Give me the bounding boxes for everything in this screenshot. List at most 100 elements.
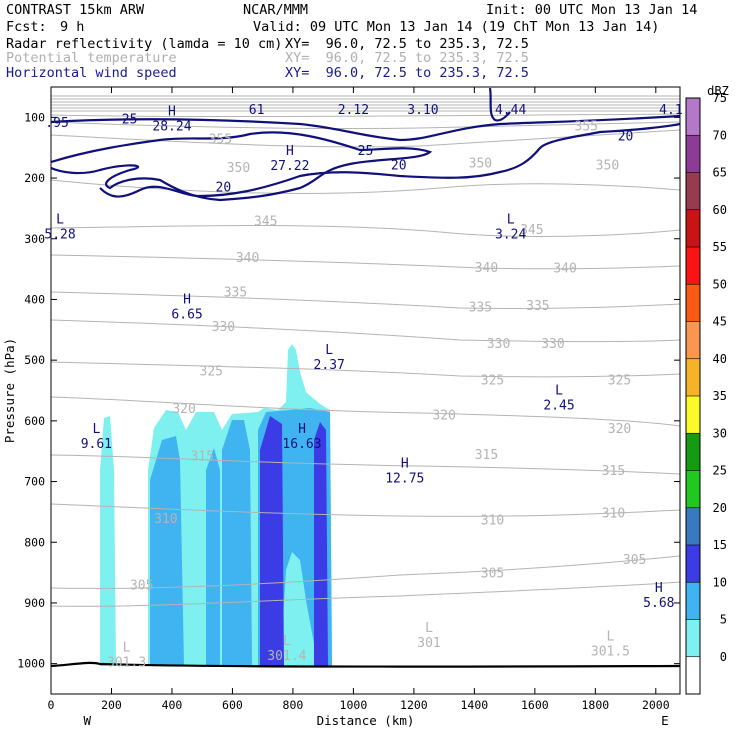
- theta-contour-label: 340: [475, 261, 498, 276]
- y-tick-label: 100: [24, 110, 45, 124]
- colorbar-label: 40: [713, 352, 727, 366]
- theta-contour-label: 315: [190, 449, 213, 464]
- theta-contour-label: 305: [481, 566, 504, 581]
- colorbar-swatch: [686, 470, 700, 508]
- plot-title: CONTRAST 15km ARW: [6, 2, 145, 18]
- colorbar-label: 60: [713, 203, 727, 217]
- wind-extremum-value: 9.61: [81, 437, 112, 452]
- theta-minimum-marker: L: [425, 621, 433, 636]
- colorbar-swatch: [686, 656, 700, 694]
- theta-minimum-value: 301: [417, 636, 440, 651]
- colorbar-label: 35: [713, 389, 727, 403]
- y-tick-label: 500: [24, 353, 45, 367]
- colorbar-label: 55: [713, 240, 727, 254]
- colorbar-swatch: [686, 247, 700, 285]
- field-wind: Horizontal wind speed: [6, 65, 177, 81]
- y-tick-label: 200: [24, 171, 45, 185]
- theta-contour-label: 335: [224, 285, 247, 300]
- wind-extremum-marker: L: [555, 384, 563, 399]
- colorbar-swatch: [686, 507, 700, 545]
- forecast-label: Fcst:: [6, 19, 47, 35]
- theta-contour-label: 320: [432, 409, 455, 424]
- theta-minimum-value: 301.4: [267, 649, 306, 664]
- wind-extremum-value: 6.65: [171, 308, 202, 323]
- wind-contour: [50, 114, 681, 142]
- wind-contour-layer: [50, 87, 681, 202]
- xy-wind: XY= 96.0, 72.5 to 235.3, 72.5: [285, 65, 529, 81]
- colorbar-label: 25: [713, 464, 727, 478]
- colorbar-label: 15: [713, 538, 727, 552]
- theta-contour-label: 315: [602, 464, 625, 479]
- theta-minimum-value: 301.3: [107, 655, 146, 670]
- init-time: Init: 00 UTC Mon 13 Jan 14: [486, 2, 698, 18]
- colorbar-swatch: [686, 582, 700, 620]
- colorbar-label: 20: [713, 501, 727, 515]
- theta-contour-label: 325: [200, 364, 223, 379]
- x-tick-label: 800: [283, 698, 304, 712]
- colorbar-swatch: [686, 619, 700, 657]
- wind-extremum-value: 5.28: [44, 228, 75, 243]
- xy-theta: XY= 96.0, 72.5 to 235.3, 72.5: [285, 50, 529, 66]
- colorbar-swatch: [686, 209, 700, 247]
- theta-contour-label: 355: [209, 132, 232, 147]
- reflectivity-cell-west: [100, 416, 116, 666]
- wind-contour-label: 20: [391, 159, 407, 174]
- wind-extremum-marker: L: [507, 213, 515, 228]
- contour-labels-layer: 355 355 350 350 350 345 345 340 340 340 335 335 335 3…: [44, 103, 682, 670]
- theta-contour: [50, 319, 681, 342]
- colorbar-label: 65: [713, 166, 727, 180]
- colorbar-swatch: [686, 358, 700, 396]
- x-tick-label: 200: [101, 698, 122, 712]
- colorbar-label: 70: [713, 128, 727, 142]
- wind-contour-label: 20: [618, 129, 634, 144]
- wind-contour: [99, 122, 681, 198]
- wind-contour-label: 25: [122, 112, 138, 127]
- colorbar-label: 50: [713, 277, 727, 291]
- field-reflectivity: Radar reflectivity (lamda = 10 cm): [6, 36, 283, 52]
- wind-extremum-value: 2.45: [543, 399, 574, 414]
- wind-contour-label: .95: [45, 116, 68, 131]
- reflectivity-core-6: [314, 422, 328, 666]
- theta-contour: [50, 254, 681, 270]
- wind-extremum-marker: H: [401, 457, 409, 472]
- theta-minimum-marker: L: [607, 630, 615, 645]
- reflectivity-gap: [286, 560, 306, 666]
- theta-contour-label: 320: [172, 402, 195, 417]
- wind-contour-label: 25: [358, 144, 374, 159]
- wind-extremum-marker: L: [325, 343, 333, 358]
- colorbar-unit: dBZ: [707, 84, 729, 98]
- wind-extremum-value: 28.24: [152, 119, 191, 134]
- colorbar-label: 30: [713, 426, 727, 440]
- theta-contour-label: 345: [254, 214, 277, 229]
- theta-contour-label: 350: [596, 159, 619, 174]
- colorbar-swatch: [686, 433, 700, 471]
- theta-contour-label: 310: [154, 512, 177, 527]
- theta-contour-label: 305: [130, 579, 153, 594]
- colorbar-swatch: [686, 396, 700, 434]
- wind-extremum-marker: H: [655, 581, 663, 596]
- theta-minimum-marker: L: [123, 640, 131, 655]
- theta-contour-label: 315: [475, 448, 498, 463]
- field-theta: Potential temperature: [6, 50, 177, 66]
- x-tick-label: 1800: [581, 698, 609, 712]
- wind-extremum-value: 16.63: [282, 437, 321, 452]
- theta-contour-layer: [50, 95, 681, 607]
- wind-extremum-value: 2.37: [314, 358, 345, 373]
- y-axis-label: Pressure (hPa): [2, 338, 17, 443]
- colorbar-label: 10: [713, 575, 727, 589]
- top-wind-label: 61: [249, 103, 265, 118]
- reflectivity-core-1: [150, 436, 184, 666]
- colorbar-swatch: [686, 98, 700, 136]
- wind-contour-label: 20: [216, 180, 232, 195]
- top-wind-label: 2.12: [338, 103, 369, 118]
- wind-contour: [50, 131, 433, 202]
- colorbar-label: 45: [713, 315, 727, 329]
- theta-contour-label: 340: [236, 251, 259, 266]
- theta-contour: [50, 503, 681, 517]
- theta-contour-label: 335: [526, 299, 549, 314]
- colorbar-swatch: [686, 135, 700, 173]
- west-label: W: [84, 713, 92, 728]
- wind-extremum-value: 3.24: [495, 228, 526, 243]
